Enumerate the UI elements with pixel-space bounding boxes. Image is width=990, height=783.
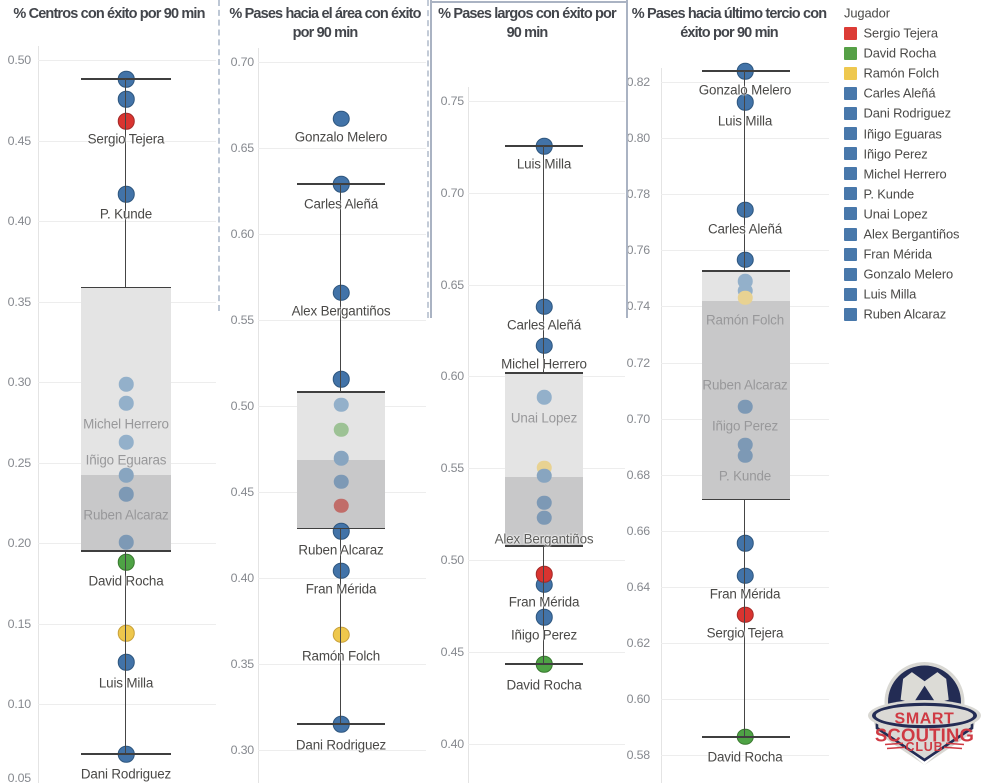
svg-text:SMART: SMART xyxy=(895,711,955,728)
svg-text:CLUB: CLUB xyxy=(906,740,944,754)
svg-text:SCOUTING: SCOUTING xyxy=(875,725,974,746)
